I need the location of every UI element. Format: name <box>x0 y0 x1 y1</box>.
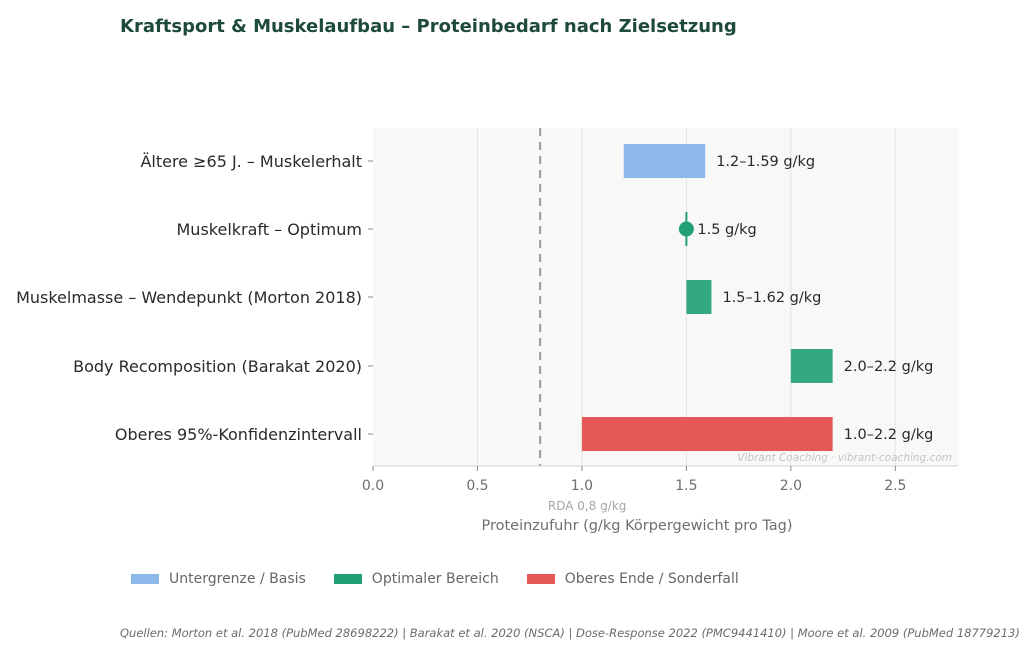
range-bar <box>581 417 833 451</box>
x-tick-label: 1.0 <box>571 478 593 494</box>
data-label: 1.5–1.62 g/kg <box>722 290 821 306</box>
legend-item: Untergrenze / Basis <box>131 571 306 587</box>
range-bar <box>686 280 712 314</box>
data-label: 2.0–2.2 g/kg <box>844 359 934 375</box>
data-label: 1.2–1.59 g/kg <box>716 154 815 170</box>
legend-swatch <box>131 574 159 584</box>
x-tick-label: 0.5 <box>466 478 488 494</box>
data-label: 1.5 g/kg <box>697 222 756 238</box>
legend-swatch <box>526 574 555 584</box>
range-bar <box>623 144 706 178</box>
legend-label: Optimaler Bereich <box>371 571 499 587</box>
watermark: Vibrant Coaching · vibrant-coaching.com <box>737 452 952 464</box>
x-tick-label: 1.5 <box>675 478 697 494</box>
legend-label: Untergrenze / Basis <box>169 571 306 587</box>
legend-label: Oberes Ende / Sonderfall <box>564 571 739 587</box>
category-label: Muskelmasse – Wendepunkt (Morton 2018) <box>16 288 362 307</box>
x-axis: 0.0 0.5 1.0 1.5 2.0 2.5 <box>362 465 958 494</box>
category-label: Body Recomposition (Barakat 2020) <box>73 357 362 376</box>
category-labels: Ältere ≥65 J. – Muskelerhalt Muskelkraft … <box>16 152 373 444</box>
chart-title: Kraftsport & Muskelaufbau – Proteinbedar… <box>120 16 737 37</box>
rda-label: RDA 0,8 g/kg <box>548 499 627 513</box>
x-axis-label: Proteinzufuhr (g/kg Körpergewicht pro Ta… <box>481 518 792 534</box>
x-tick-label: 2.5 <box>884 478 906 494</box>
legend: Untergrenze / Basis Optimaler Bereich Ober… <box>131 571 739 587</box>
data-point <box>678 221 694 237</box>
category-label: Muskelkraft – Optimum <box>177 220 363 239</box>
range-chart: RDA 0,8 g/kg 1.2–1.59 g/kg 1.5 g/kg 1.5–1.… <box>16 128 958 534</box>
data-label: 1.0–2.2 g/kg <box>844 427 934 443</box>
legend-swatch <box>333 574 362 584</box>
legend-item: Optimaler Bereich <box>333 571 499 587</box>
rda-layer: RDA 0,8 g/kg <box>539 128 627 513</box>
category-label: Ältere ≥65 J. – Muskelerhalt <box>140 152 362 171</box>
x-tick-label: 2.0 <box>780 478 802 494</box>
legend-item: Oberes Ende / Sonderfall <box>526 571 739 587</box>
range-bar <box>790 349 833 383</box>
sources-footnote: Quellen: Morton et al. 2018 (PubMed 2869… <box>120 626 1020 640</box>
x-tick-label: 0.0 <box>362 478 384 494</box>
category-label: Oberes 95%-Konfidenzintervall <box>115 425 362 444</box>
bars-layer: 1.2–1.59 g/kg 1.5 g/kg 1.5–1.62 g/kg 2.0–2.… <box>581 144 934 451</box>
plot-background <box>373 128 958 466</box>
